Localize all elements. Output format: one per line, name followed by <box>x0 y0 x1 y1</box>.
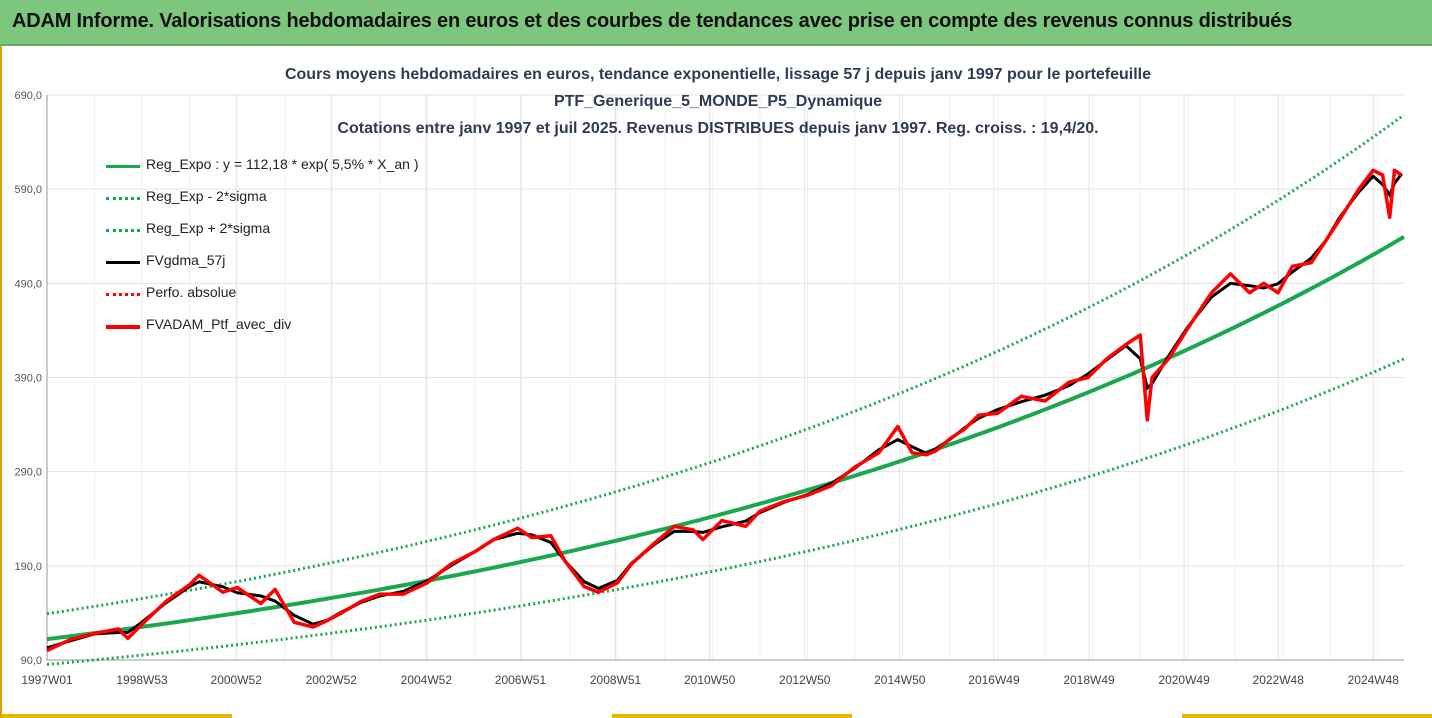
line-chart: 90,0 190,0 290,0 390,0 490,0 590,0 690,0 1997W0… <box>14 90 1405 687</box>
x-tick-label: 2000W52 <box>211 673 263 687</box>
bottom-accent-bar <box>1182 714 1432 718</box>
legend-label: FVADAM_Ptf_avec_div <box>146 316 292 332</box>
x-tick-label: 2018W49 <box>1063 673 1115 687</box>
x-tick-label: 2014W50 <box>874 673 926 687</box>
report-banner: ADAM Informe. Valorisations hebdomadaire… <box>0 0 1432 46</box>
legend-swatch <box>106 261 140 264</box>
y-tick-label: 290,0 <box>14 467 42 479</box>
y-tick-label: 390,0 <box>14 373 42 385</box>
legend-swatch <box>106 165 140 168</box>
x-tick-label: 1997W01 <box>21 673 73 687</box>
x-tick-label: 2004W52 <box>401 673 453 687</box>
fvgdma-57j-line <box>46 172 1403 650</box>
legend-swatch <box>106 197 140 200</box>
reg-minus-2sigma-line <box>46 357 1405 666</box>
x-tick-label: 2010W50 <box>684 673 736 687</box>
x-tick-label: 1998W53 <box>116 673 168 687</box>
chart-area: 90,0 190,0 290,0 390,0 490,0 590,0 690,0 1997W0… <box>0 46 1432 718</box>
y-tick-label: 90,0 <box>21 655 42 667</box>
legend-swatch <box>106 229 140 232</box>
bottom-accent-bar <box>612 714 852 718</box>
x-tick-label: 2020W49 <box>1158 673 1210 687</box>
bottom-accent-bar <box>2 714 232 718</box>
x-tick-label: 2024W48 <box>1348 673 1400 687</box>
legend-label: Perfo. absolue <box>146 284 237 300</box>
legend-label: Reg_Expo : y = 112,18 * exp( 5,5% * X_an… <box>146 156 419 172</box>
legend-label: FVgdma_57j <box>146 252 226 268</box>
x-tick-label: 2008W51 <box>590 673 642 687</box>
report-title: ADAM Informe. Valorisations hebdomadaire… <box>12 10 1293 32</box>
x-tick-label: 2002W52 <box>306 673 358 687</box>
reg-expo-line <box>46 235 1405 642</box>
chart-title-line-1: Cours moyens hebdomadaires en euros, ten… <box>284 66 1152 83</box>
y-tick-label: 590,0 <box>14 184 42 196</box>
chart-title-line-2: PTF_Generique_5_MONDE_P5_Dynamique <box>553 93 883 110</box>
legend-label: Reg_Exp - 2*sigma <box>146 188 267 204</box>
x-tick-label: 2016W49 <box>968 673 1020 687</box>
legend-swatch <box>106 293 140 296</box>
y-tick-label: 690,0 <box>14 90 42 102</box>
legend-label: Reg_Exp + 2*sigma <box>146 220 271 236</box>
y-tick-label: 190,0 <box>14 561 42 573</box>
chart-title-line-3: Cotations entre janv 1997 et juil 2025. … <box>337 120 1099 137</box>
x-tick-label: 2022W48 <box>1253 673 1305 687</box>
fvadam-ptf-line <box>46 168 1403 653</box>
legend-swatch <box>106 325 140 329</box>
x-tick-label: 2012W50 <box>779 673 831 687</box>
x-tick-label: 2006W51 <box>495 673 547 687</box>
reg-plus-2sigma-line <box>46 113 1405 616</box>
y-tick-label: 490,0 <box>14 278 42 290</box>
